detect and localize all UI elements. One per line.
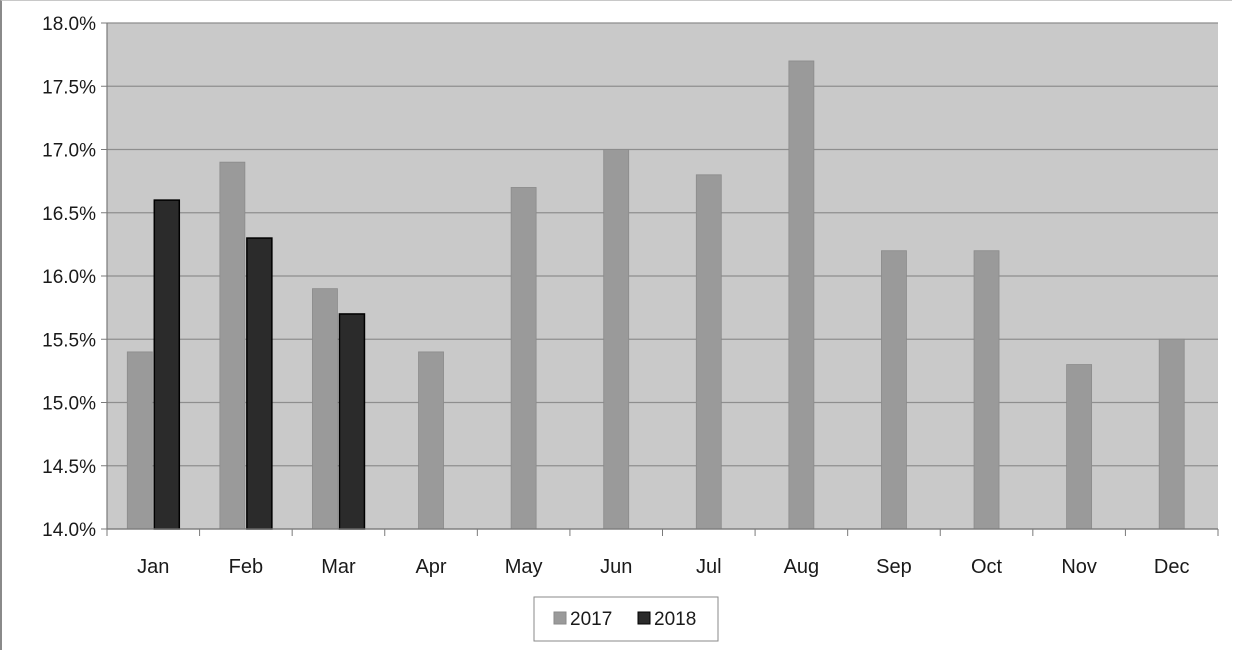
x-tick-label: Mar [321, 556, 356, 578]
bar-2017-apr [419, 352, 444, 529]
legend: 2017 2018 [534, 597, 718, 641]
bar-2017-aug [789, 61, 814, 529]
legend-swatch-2017 [554, 612, 566, 624]
bar-2017-feb [220, 162, 245, 529]
y-tick-label: 16.0% [42, 267, 96, 288]
legend-label-2018: 2018 [654, 609, 696, 630]
y-tick-label: 15.0% [42, 394, 96, 415]
bar-2018-jan [154, 200, 179, 529]
x-tick-label: Jan [137, 556, 169, 578]
legend-swatch-2018 [638, 612, 650, 624]
x-tick-label: Jun [600, 556, 632, 578]
y-tick-label: 14.5% [42, 457, 96, 478]
bar-2017-dec [1159, 339, 1184, 529]
bar-2018-mar [339, 314, 364, 529]
y-tick-label: 17.0% [42, 141, 96, 162]
bar-2017-jun [604, 150, 629, 530]
bar-2017-jan [127, 352, 152, 529]
bar-2017-jul [696, 175, 721, 529]
x-tick-label: May [505, 556, 543, 578]
y-tick-label: 14.0% [42, 520, 96, 541]
x-axis: Jan Feb Mar Apr May Jun Jul Aug Sep Oct Nov Dec [107, 529, 1218, 578]
x-tick-label: Oct [971, 556, 1003, 578]
x-tick-label: Apr [415, 556, 446, 578]
y-axis: 14.0% 14.5% 15.0% 15.5% 16.0% 16.5% 17.0% 17.5%… [42, 14, 107, 541]
bar-2017-nov [1067, 365, 1092, 529]
y-tick-label: 18.0% [42, 14, 96, 35]
x-tick-label: Jul [696, 556, 722, 578]
bar-2018-feb [247, 238, 272, 529]
bar-2017-mar [312, 289, 337, 529]
y-tick-label: 17.5% [42, 77, 96, 98]
x-tick-label: Aug [784, 556, 820, 578]
bar-2017-oct [974, 251, 999, 529]
bar-2017-may [511, 187, 536, 529]
bar-2017-sep [881, 251, 906, 529]
y-tick-label: 16.5% [42, 204, 96, 225]
x-tick-label: Dec [1154, 556, 1190, 578]
x-tick-label: Nov [1061, 556, 1097, 578]
legend-label-2017: 2017 [570, 609, 612, 630]
x-tick-label: Feb [229, 556, 263, 578]
y-tick-label: 15.5% [42, 330, 96, 351]
x-tick-label: Sep [876, 556, 912, 578]
